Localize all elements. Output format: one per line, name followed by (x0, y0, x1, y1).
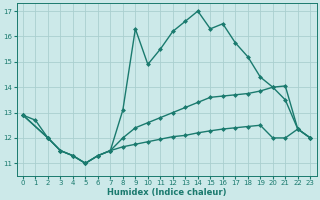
X-axis label: Humidex (Indice chaleur): Humidex (Indice chaleur) (107, 188, 226, 197)
